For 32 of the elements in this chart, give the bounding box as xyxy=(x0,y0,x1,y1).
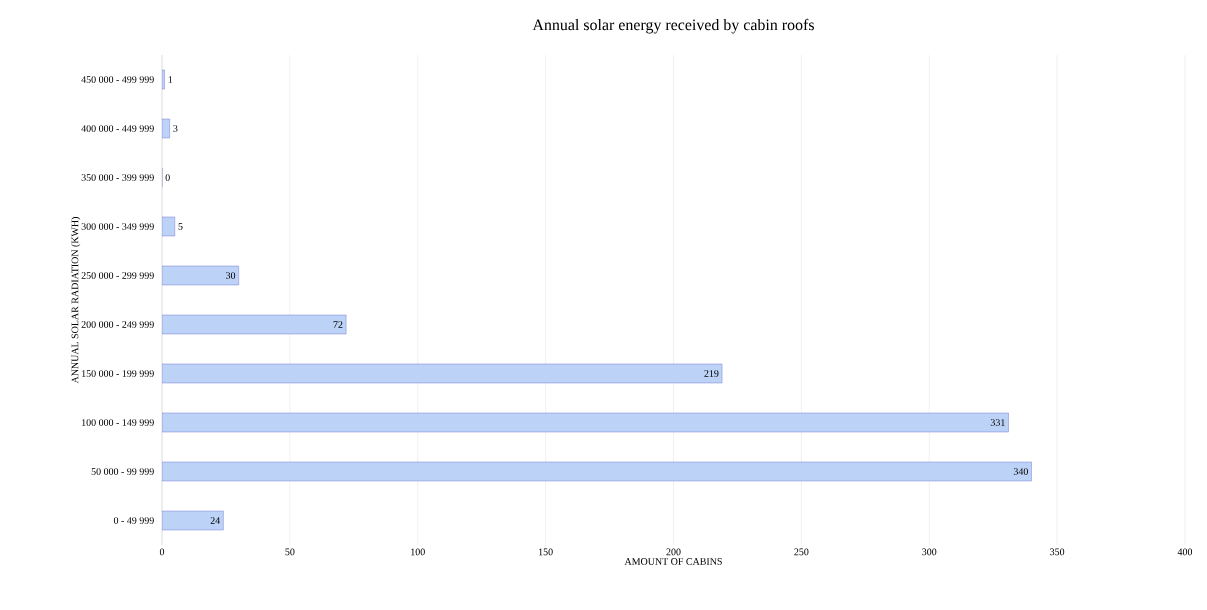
data-label: 24 xyxy=(210,517,221,524)
data-label: 5 xyxy=(178,223,183,230)
y-tick-label: 350 000 - 399 999 xyxy=(81,174,154,181)
x-tick-label: 50 xyxy=(285,548,295,556)
data-label: 72 xyxy=(333,321,343,328)
x-axis-title: AMOUNT OF CABINS xyxy=(624,558,722,565)
data-label: 30 xyxy=(226,272,236,279)
y-tick-label: 200 000 - 249 999 xyxy=(81,321,154,328)
y-tick-label: 100 000 - 149 999 xyxy=(82,419,154,426)
y-tick-label: 400 000 - 449 999 xyxy=(81,125,154,132)
x-tick-label: 300 xyxy=(922,548,937,556)
x-tick-label: 400 xyxy=(1177,548,1193,556)
y-tick-label: 300 000 - 349 999 xyxy=(81,223,154,230)
y-axis-title: ANNUAL SOLAR RADIATION (KWH) xyxy=(71,217,81,384)
y-tick-label: 0 - 49 999 xyxy=(113,517,154,524)
data-label: 3 xyxy=(173,125,178,132)
x-tick-label: 200 xyxy=(666,548,681,556)
data-label: 1 xyxy=(168,76,173,83)
y-tick-label: 450 000 - 499 999 xyxy=(81,76,154,83)
data-label: 331 xyxy=(990,419,1005,426)
x-tick-label: 0 xyxy=(159,548,165,556)
y-tick-label: 250 000 - 299 999 xyxy=(81,272,154,279)
data-label: 0 xyxy=(165,174,170,181)
x-tick-label: 150 xyxy=(539,548,553,556)
x-tick-label: 350 xyxy=(1050,548,1065,556)
x-tick-label: 250 xyxy=(794,548,809,556)
data-label: 219 xyxy=(704,370,719,377)
data-label: 340 xyxy=(1013,468,1028,475)
y-tick-label: 50 000 - 99 999 xyxy=(91,468,154,475)
x-tick-label: 100 xyxy=(411,548,425,556)
chart-title: Annual solar energy received by cabin roofs xyxy=(532,18,814,34)
y-tick-label: 150 000 - 199 999 xyxy=(82,370,154,377)
